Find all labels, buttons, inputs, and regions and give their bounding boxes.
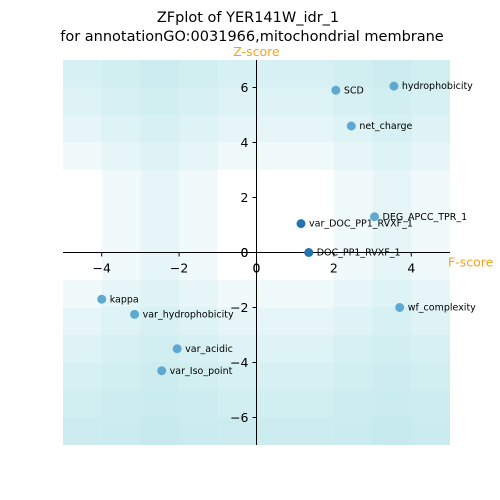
point-label: kappa xyxy=(110,294,139,305)
point-net-charge xyxy=(346,121,356,131)
point-wf-complexity xyxy=(395,303,405,312)
y-tick-label: 4 xyxy=(241,135,249,150)
y-tick-label: 2 xyxy=(241,190,249,205)
point-label: hydrophobicity xyxy=(402,81,473,92)
x-tick-label: 2 xyxy=(330,261,338,276)
x-axis-label: F-score xyxy=(448,255,494,270)
data-points: SCD hydrophobicity net_charge DEG_APCC_TPR_… xyxy=(97,81,476,377)
y-tick-label: 0 xyxy=(241,245,249,260)
y-tick-label: −2 xyxy=(230,300,248,315)
point-deg-apcc-tpr-1 xyxy=(370,212,380,222)
band-5 xyxy=(140,60,180,253)
band-7 xyxy=(372,60,412,253)
point-label: var_Iso_point xyxy=(170,366,233,377)
band-4 xyxy=(101,60,218,253)
point-scd xyxy=(331,85,341,95)
point-var-doc-pp1-rvxf-1 xyxy=(296,219,306,229)
point-doc-pp1-rvxf-1 xyxy=(304,248,314,257)
point-label: var_hydrophobicity xyxy=(143,309,234,320)
x-tick-label: 0 xyxy=(253,261,261,276)
x-tick-label: 4 xyxy=(407,261,415,276)
y-tick-label: −4 xyxy=(230,355,248,370)
x-tick-label: −2 xyxy=(170,261,188,276)
point-label: var_DOC_PP1_RVXF_1 xyxy=(309,219,413,230)
point-var-hydrophobicity xyxy=(130,309,140,319)
point-label: wf_complexity xyxy=(408,303,476,314)
point-var-acidic xyxy=(172,344,182,354)
band-6 xyxy=(333,60,450,253)
band-16 xyxy=(333,252,450,445)
point-var-iso-point xyxy=(157,366,167,376)
point-hydrophobicity xyxy=(389,81,399,91)
point-label: SCD xyxy=(344,85,364,96)
point-label: DEG_APCC_TPR_1 xyxy=(383,212,468,223)
chart-subtitle: for annotationGO:0031966,mitochondrial m… xyxy=(60,29,444,45)
x-tick-label: 0 xyxy=(253,261,261,276)
band-17 xyxy=(372,252,412,445)
y-axis-label: Z-score xyxy=(233,44,280,59)
band-14 xyxy=(101,252,218,445)
chart-title: ZFplot of YER141W_idr_1 xyxy=(157,10,339,26)
y-tick-label: 0 xyxy=(241,245,249,260)
x-tick-label: −4 xyxy=(92,261,110,276)
point-label: DOC_PP1_RVXF_1 xyxy=(317,248,401,259)
y-tick-label: 6 xyxy=(241,80,249,95)
point-label: var_acidic xyxy=(185,344,233,355)
band-15 xyxy=(140,252,180,445)
y-tick-label: −6 xyxy=(230,410,248,425)
point-label: net_charge xyxy=(359,121,412,132)
point-kappa xyxy=(97,294,107,304)
